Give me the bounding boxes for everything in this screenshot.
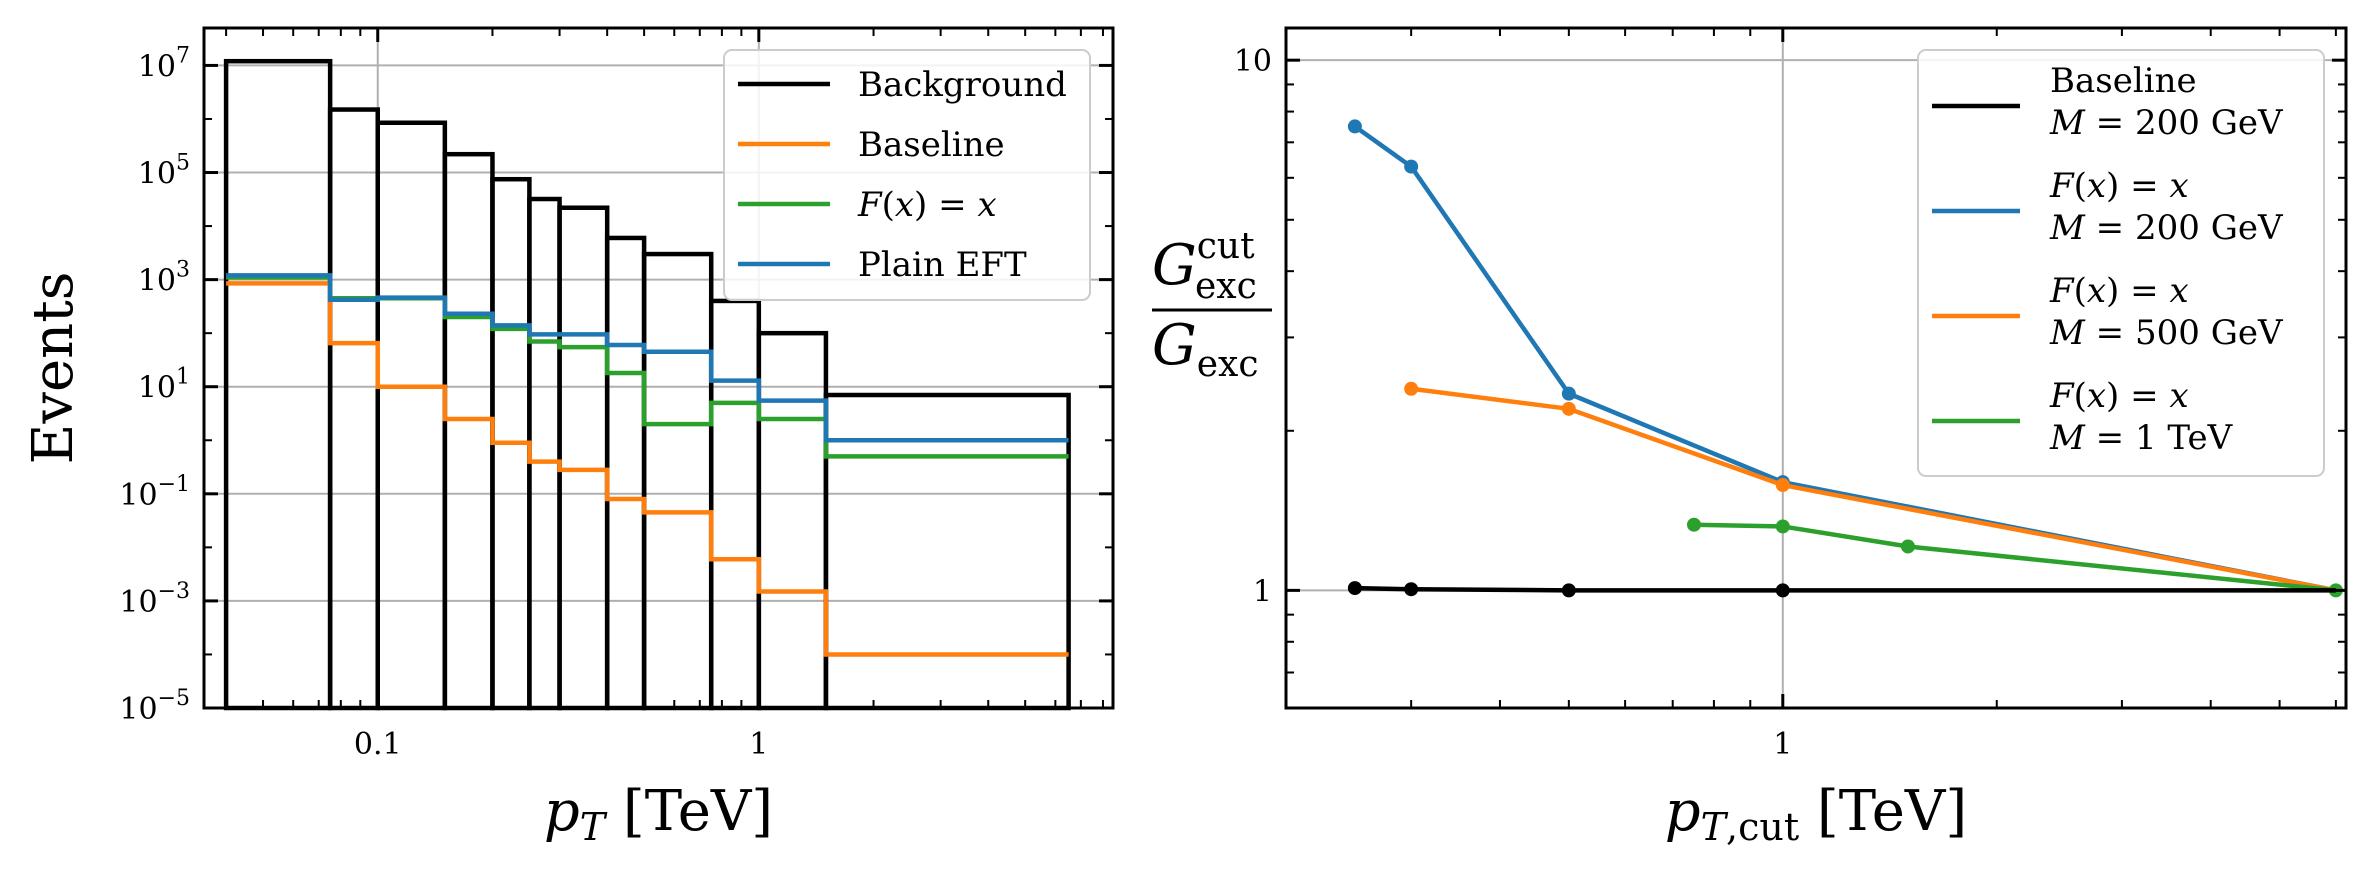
histogram-bar-background [756, 330, 829, 711]
data-point [1775, 478, 1790, 493]
y-title-numerator: Gcut exc [1152, 226, 1257, 307]
series-line-3 [1693, 522, 2337, 593]
plot-frame [1284, 26, 2348, 710]
histogram-bar-background [442, 151, 495, 711]
y-tick-label: 10−1 [119, 472, 190, 513]
data-point [1404, 582, 1419, 597]
x-axis-title: pT,cut [TeV] [1665, 779, 1967, 849]
histogram-bar-background [604, 235, 647, 711]
legend-label: Baseline [858, 125, 1005, 165]
data-point [1561, 583, 1576, 598]
y-title-denominator: Gexc [1152, 313, 1259, 385]
data-point [1561, 386, 1576, 401]
series-line-0 [1354, 585, 2336, 593]
y-tick-label: 101 [138, 365, 190, 406]
histogram-bar-background [708, 298, 762, 711]
y-tick-label: 107 [138, 43, 190, 84]
data-point [1775, 583, 1790, 598]
data-point [1404, 381, 1419, 396]
data-point [1347, 119, 1362, 134]
histogram-bar-background [223, 58, 333, 711]
legend-label: M = 500 GeV [2049, 313, 2284, 353]
y-tick-label: 10−3 [119, 579, 190, 620]
x-axis-title: pT [TeV] [544, 779, 773, 849]
histogram-bar-background [527, 196, 562, 711]
legend-label: M = 200 GeV [2049, 103, 2284, 143]
legend-label: Background [858, 65, 1067, 105]
plot-frame [202, 26, 1115, 710]
legend-label: Plain EFT [858, 245, 1027, 285]
step-line-plain-eft [226, 273, 1069, 443]
legend-label: M = 1 TeV [2049, 418, 2234, 458]
y-tick-label: 103 [138, 258, 190, 299]
y-tick-label: 10−5 [119, 686, 190, 727]
histogram-bar-background [375, 120, 448, 711]
data-point [1900, 539, 1915, 554]
legend-label: F(x) = x [2049, 271, 2189, 311]
histogram-bar-background [557, 205, 610, 711]
data-point [1686, 517, 1701, 532]
legend-label: F(x) = x [857, 185, 997, 225]
legend-label: Baseline [2050, 61, 2197, 101]
legend-label: M = 200 GeV [2049, 208, 2284, 248]
data-point [1561, 401, 1576, 416]
legend-box [723, 49, 1091, 301]
series-line-2 [1410, 386, 2337, 593]
step-line-f-x-x [226, 275, 1069, 459]
legend-label: F(x) = x [2049, 166, 2189, 206]
data-point [1347, 581, 1362, 596]
data-point [1404, 159, 1419, 174]
histogram-bar-background [641, 251, 714, 711]
legend: Background Baseline F(x) = x Plain EFT [723, 49, 1091, 301]
step-line-baseline [226, 281, 1069, 657]
legend-label: F(x) = x [2049, 376, 2189, 416]
histogram-bar-background [327, 107, 380, 711]
x-tick-label: 1 [749, 727, 768, 762]
legend-box [1917, 49, 2325, 477]
x-tick-label: 1 [1773, 727, 1792, 762]
y-tick-label: 105 [138, 151, 190, 192]
data-point [1775, 519, 1790, 534]
left-histogram-panel: 0.1 1 107 105 103 101 10−1 10−3 10−5 pT [TeV] Even… [21, 26, 1115, 849]
y-tick-label: 1 [1253, 574, 1272, 609]
y-tick-label: 10 [1234, 44, 1272, 79]
x-tick-label: 0.1 [354, 727, 402, 762]
y-axis-title: Events [21, 272, 86, 465]
